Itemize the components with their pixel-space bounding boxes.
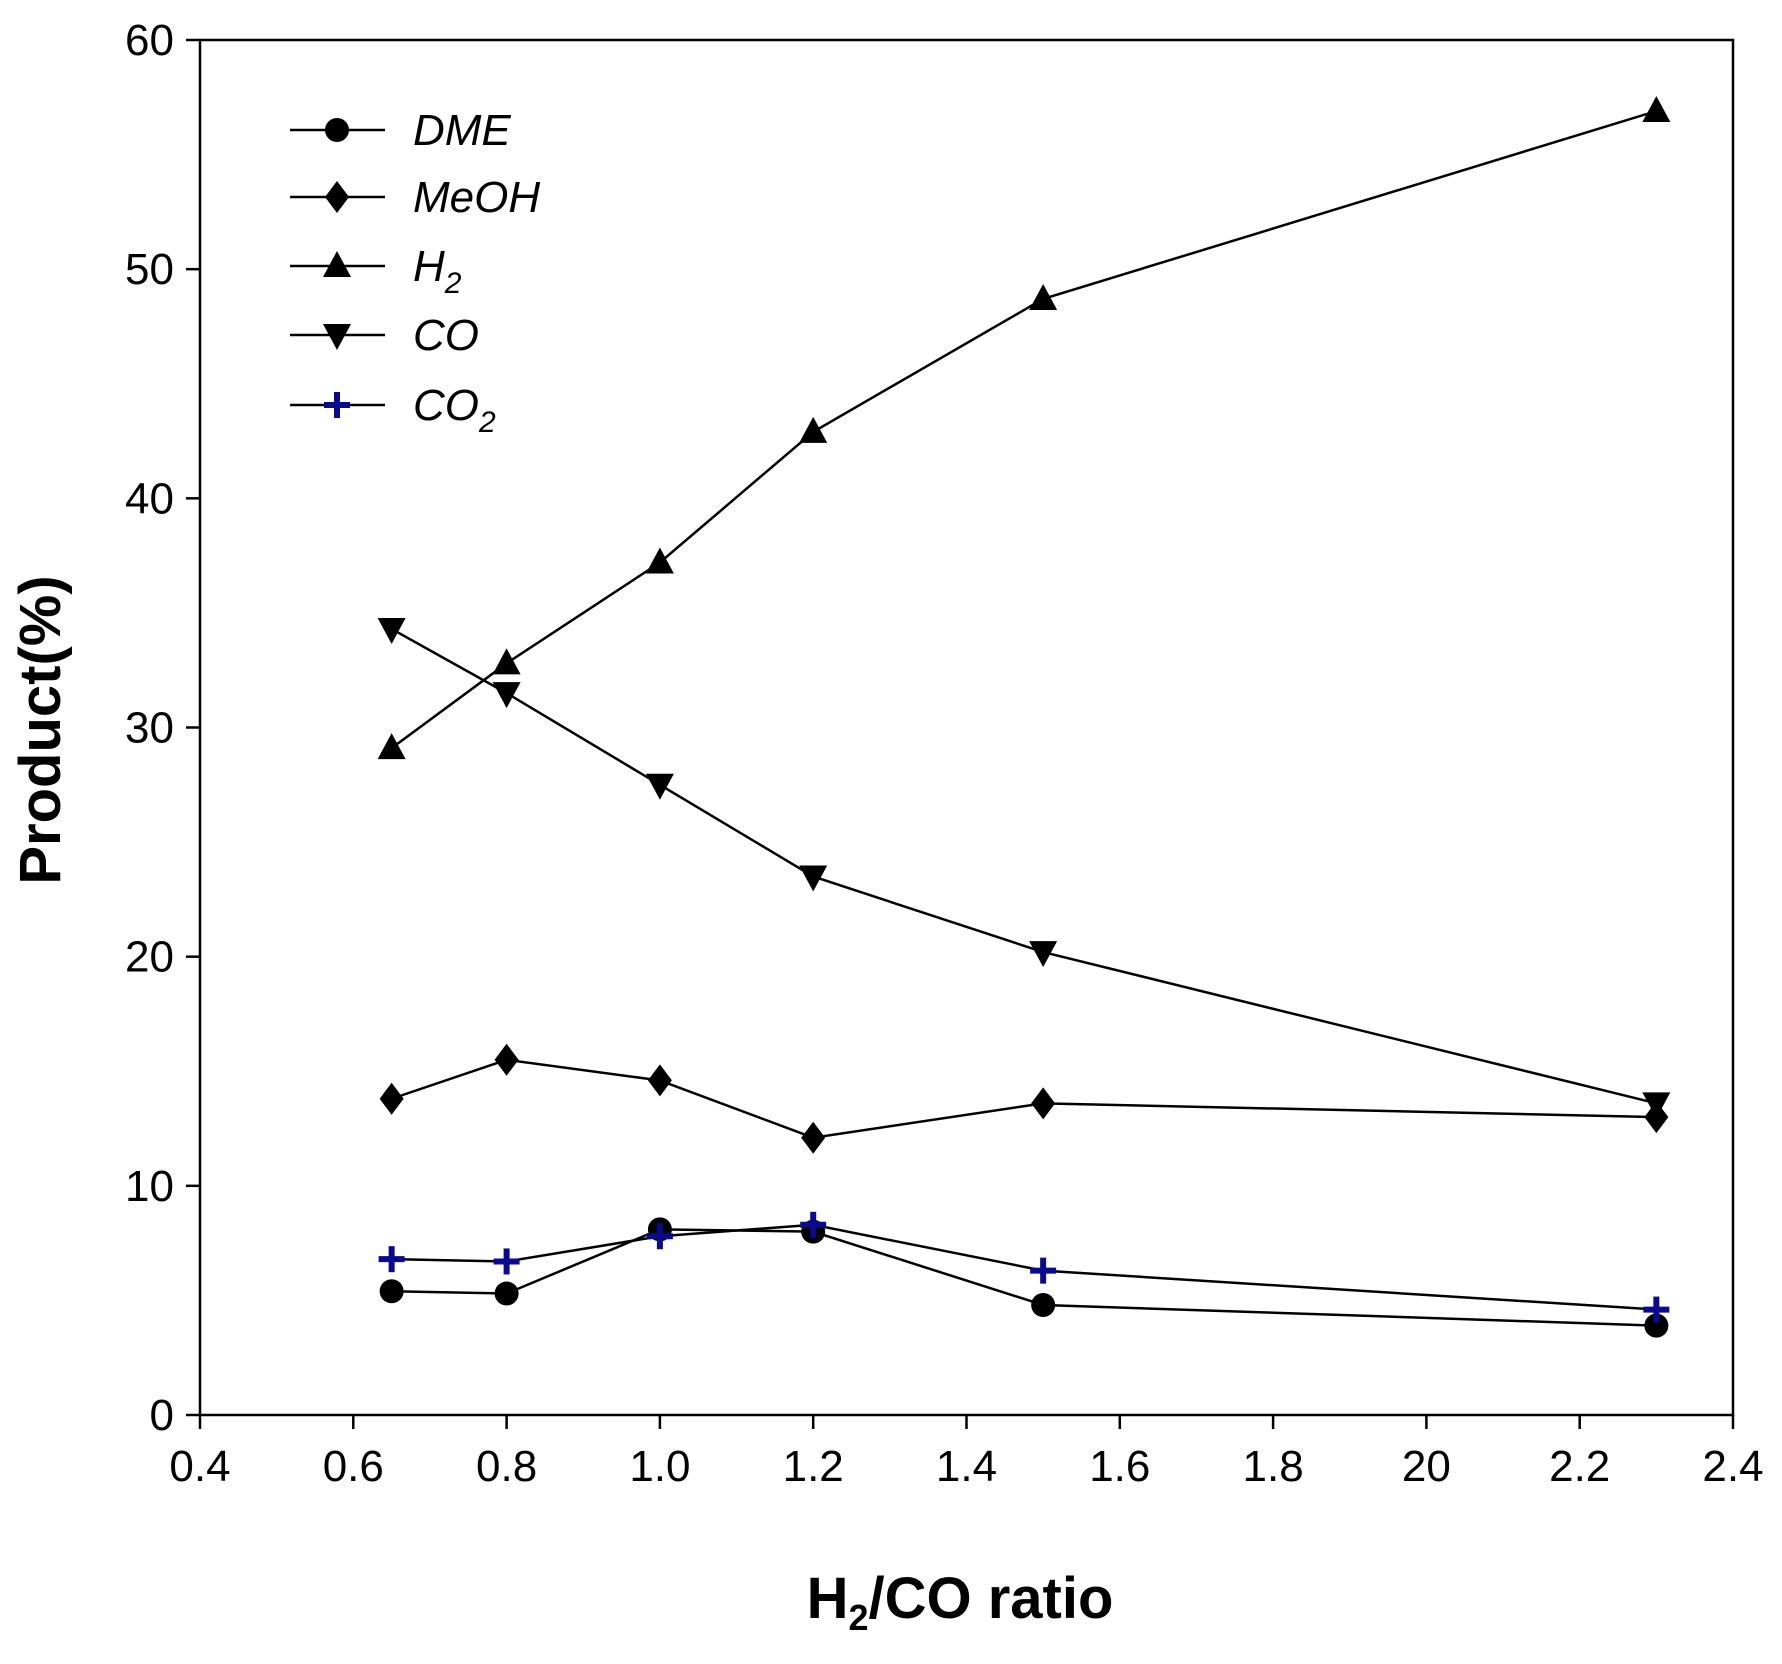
x-tick-label: 1.4 [936,1442,997,1491]
series-line-h2 [390,109,1657,750]
data-point-meoh [647,1064,672,1097]
y-tick-label: 50 [125,245,174,294]
data-point-co [1029,941,1058,968]
legend-item-dme: DME [290,106,511,155]
data-point-meoh [494,1043,519,1076]
data-point-co2 [1030,1257,1057,1284]
x-tick-label: 1.6 [1089,1442,1150,1491]
x-tick-label: 1.2 [783,1442,844,1491]
data-point-co2 [1643,1296,1670,1323]
series-dme [379,1217,1669,1338]
series-line-dme [391,1228,1657,1327]
legend-label-co: CO [413,311,479,360]
data-point-h2 [492,648,521,675]
x-tick-label: 2.4 [1702,1442,1763,1491]
data-point-co [799,865,828,892]
series-line-meoh [391,1058,1657,1139]
x-axis-title-sub: 2 [848,1597,868,1638]
y-tick-label: 10 [125,1162,174,1211]
data-point-co2 [493,1248,520,1275]
y-tick-label: 30 [125,704,174,753]
x-axis-title-main: H [807,1566,849,1631]
data-point-co2 [646,1223,673,1250]
x-axis-title: H2/CO ratio [807,1566,1114,1638]
data-point-dme [1031,1293,1056,1317]
legend-marker-h2 [323,251,351,277]
data-point-dme [494,1281,519,1306]
x-tick-label: 1.0 [629,1442,690,1491]
legend-label-dme: DME [413,106,511,155]
series-line-co2 [391,1223,1657,1311]
data-point-h2 [377,733,406,760]
data-point-co2 [378,1246,405,1273]
x-tick-label: 20 [1402,1442,1451,1491]
data-point-co2 [800,1211,827,1238]
data-point-h2 [1029,283,1058,310]
legend-item-co: CO [290,311,479,360]
x-axis-ticks: 0.4 0.6 0.8 1.0 1.2 1.4 1.6 1.8 20 2.2 2.4 [169,1415,1764,1491]
y-axis-title: Product(%) [8,575,73,884]
series-meoh [379,1043,1669,1154]
data-point-dme [379,1279,404,1304]
legend-label-co2: CO2 [413,381,496,439]
legend-item-co2: CO2 [290,381,496,439]
x-tick-label: 0.4 [169,1442,230,1491]
data-point-meoh [379,1082,404,1115]
series-co [377,617,1671,1119]
x-tick-label: 0.8 [476,1442,537,1491]
legend-marker-co2 [324,392,350,418]
x-tick-label: 2.2 [1549,1442,1610,1491]
data-point-h2 [1642,96,1671,123]
data-point-co [645,773,674,800]
data-point-h2 [799,416,828,443]
legend-marker-meoh [325,181,349,213]
data-point-meoh [801,1121,826,1154]
series-h2 [377,96,1671,760]
legend-item-h2: H2 [290,242,462,300]
y-tick-label: 0 [150,1391,174,1440]
legend-label-meoh: MeOH [413,173,540,222]
series-line-co [391,627,1657,1105]
series-layer [377,96,1671,1338]
data-point-co [377,617,406,644]
y-axis-ticks: 0 10 20 30 40 50 60 [125,16,200,1440]
x-tick-label: 0.6 [323,1442,384,1491]
legend-marker-dme [325,118,349,142]
data-point-h2 [645,547,674,574]
legend-label-h2: H2 [413,242,462,300]
x-tick-label: 1.8 [1243,1442,1304,1491]
y-tick-label: 20 [125,933,174,982]
legend-item-meoh: MeOH [290,173,540,222]
legend-marker-co [323,324,351,350]
y-tick-label: 60 [125,16,174,65]
data-point-co [492,682,521,709]
x-axis-title-rest: /CO ratio [869,1566,1114,1631]
y-tick-label: 40 [125,474,174,523]
data-point-dme [1644,1313,1669,1338]
data-point-co [1642,1092,1671,1119]
data-point-meoh [1031,1087,1056,1120]
legend: DME MeOH H2 CO CO2 [290,106,540,439]
series-co2 [378,1211,1670,1323]
